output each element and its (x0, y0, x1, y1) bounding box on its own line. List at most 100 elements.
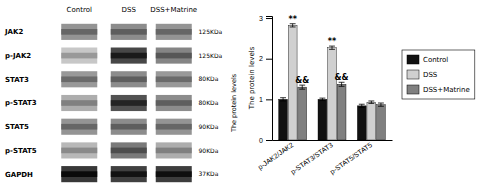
error-bar (368, 101, 374, 103)
band-stripe (61, 53, 97, 59)
legend-swatch (407, 55, 419, 64)
y-tick: 3 (259, 15, 272, 22)
band (156, 142, 192, 158)
band (61, 142, 97, 158)
bar-panel: 0 1 2 3 p-JAK2/JAK2p-STAT3/STAT3p-STAT5/STAT… (248, 15, 393, 176)
legend: Control DSS DSS+Matrine (402, 50, 475, 99)
band-stripe (156, 53, 192, 59)
band (111, 119, 147, 135)
error-bar (329, 46, 335, 49)
band-stripe (61, 100, 97, 106)
error-bar (290, 24, 296, 27)
band (111, 48, 147, 64)
band-stripe (61, 76, 97, 82)
y-tick-mark (266, 18, 272, 19)
row-label: p-JAK2 (5, 52, 31, 60)
legend-item: DSS+Matrine (407, 85, 470, 94)
row-label: STAT3 (5, 76, 29, 84)
annotation: ** (328, 37, 337, 46)
y-tick-label: 1 (259, 96, 263, 103)
x-axis: p-JAK2/JAK2p-STAT3/STAT3p-STAT5/STAT5 (257, 141, 393, 177)
error-bar (359, 104, 365, 107)
band (61, 166, 97, 182)
band-stripe (111, 76, 147, 82)
blot-panel: ControlDSSDSS+MatrineJAK2125KDap-JAK2125… (4, 6, 238, 182)
band-stripe (111, 148, 147, 154)
error-bar (339, 82, 345, 86)
side-label: The protein levels (230, 73, 238, 133)
kda-label: 125KDa (199, 52, 223, 59)
bar (367, 102, 376, 140)
bar (377, 105, 386, 140)
band (61, 71, 97, 87)
band-stripe (61, 171, 97, 177)
band (156, 166, 192, 182)
legend-item: Control (407, 55, 448, 64)
bar (298, 87, 307, 140)
x-tick: p-JAK2/JAK2 (257, 141, 296, 171)
y-tick-label: 0 (259, 137, 263, 144)
band (61, 119, 97, 135)
annotation: && (295, 76, 309, 85)
row-label: STAT5 (5, 123, 29, 131)
band-stripe (156, 29, 192, 35)
error-bar (299, 85, 305, 89)
band-stripe (156, 76, 192, 82)
band-stripe (156, 148, 192, 154)
kda-label: 125KDa (199, 28, 223, 35)
band (156, 119, 192, 135)
band (156, 95, 192, 111)
bar (357, 106, 366, 140)
y-tick-label: 2 (259, 55, 263, 62)
y-tick: 2 (259, 55, 272, 62)
row-label: JAK2 (4, 28, 23, 36)
column-label: Control (67, 6, 92, 14)
band-stripe (61, 124, 97, 130)
row-label: p-STAT3 (5, 99, 37, 107)
bar (318, 99, 327, 140)
x-tick: p-STAT3/STAT3 (289, 141, 334, 176)
annotation: ** (288, 15, 297, 24)
y-tick: 0 (259, 137, 272, 144)
row-label: p-STAT5 (5, 147, 37, 155)
legend-swatch (407, 70, 419, 79)
band-stripe (111, 124, 147, 130)
band (61, 48, 97, 64)
band-stripe (111, 171, 147, 177)
x-tick-label: p-STAT3/STAT3 (289, 141, 334, 176)
x-tick-label: p-STAT5/STAT5 (329, 141, 374, 176)
bar (328, 48, 337, 140)
band-stripe (61, 148, 97, 154)
plot-marks (279, 24, 386, 140)
kda-label: 37KDa (199, 170, 219, 177)
row-label: GAPDH (5, 171, 33, 179)
kda-label: 80KDa (199, 99, 219, 106)
band (61, 95, 97, 111)
kda-label: 80KDa (199, 75, 219, 82)
annotation: && (335, 73, 349, 82)
band-stripe (61, 29, 97, 35)
bar (337, 84, 346, 140)
x-tick-label: p-JAK2/JAK2 (257, 141, 296, 171)
band (61, 24, 97, 40)
error-bar (280, 98, 286, 101)
band (111, 24, 147, 40)
legend-label: DSS+Matrine (423, 86, 470, 94)
band (156, 48, 192, 64)
y-tick: 1 (259, 96, 272, 103)
legend-label: Control (423, 56, 448, 64)
band-stripe (156, 100, 192, 106)
band (156, 71, 192, 87)
y-tick-mark (266, 59, 272, 60)
band (111, 142, 147, 158)
y-axis-title: The protein levels (248, 46, 256, 110)
band-stripe (111, 29, 147, 35)
y-axis: 0 1 2 3 (259, 15, 272, 144)
legend-item: DSS (407, 70, 438, 79)
figure: Control DSS DSS+Matrine JAK2 125KDa p-JAK2 125… (0, 0, 500, 190)
band (111, 71, 147, 87)
band-stripe (111, 53, 147, 59)
annotations: ** ** && && (288, 15, 348, 85)
band (111, 166, 147, 182)
legend-label: DSS (423, 71, 438, 79)
